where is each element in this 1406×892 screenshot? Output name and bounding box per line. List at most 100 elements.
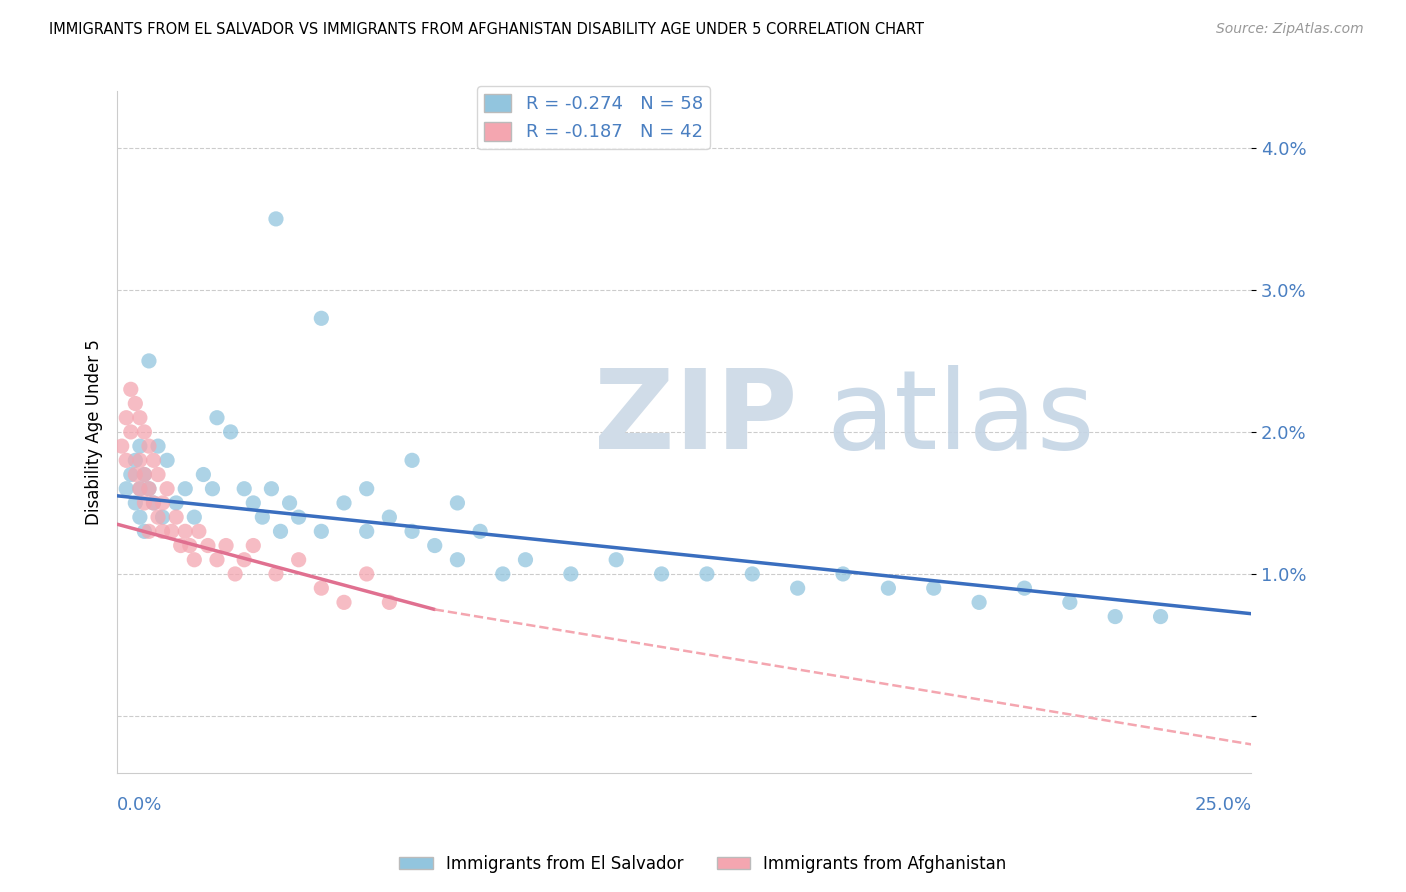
- Point: [233, 482, 256, 496]
- Point: [356, 482, 378, 496]
- Text: 0.0%: 0.0%: [117, 797, 163, 814]
- Point: [152, 510, 174, 524]
- Point: [877, 581, 900, 595]
- Point: [179, 539, 201, 553]
- Point: [134, 496, 156, 510]
- Point: [492, 566, 515, 581]
- Point: [1104, 609, 1126, 624]
- Point: [165, 510, 187, 524]
- Text: atlas: atlas: [825, 365, 1094, 472]
- Point: [120, 382, 142, 396]
- Point: [205, 553, 228, 567]
- Point: [128, 439, 150, 453]
- Point: [115, 453, 138, 467]
- Point: [270, 524, 292, 539]
- Point: [146, 439, 169, 453]
- Point: [741, 566, 763, 581]
- Point: [174, 524, 197, 539]
- Point: [224, 566, 246, 581]
- Point: [120, 467, 142, 482]
- Point: [287, 510, 309, 524]
- Point: [311, 311, 333, 326]
- Point: [138, 482, 160, 496]
- Text: Source: ZipAtlas.com: Source: ZipAtlas.com: [1216, 22, 1364, 37]
- Point: [156, 482, 179, 496]
- Point: [115, 410, 138, 425]
- Point: [134, 467, 156, 482]
- Point: [560, 566, 582, 581]
- Point: [138, 439, 160, 453]
- Point: [142, 496, 165, 510]
- Text: ZIP: ZIP: [593, 365, 797, 472]
- Point: [605, 553, 627, 567]
- Point: [197, 539, 219, 553]
- Point: [401, 453, 423, 467]
- Point: [165, 496, 187, 510]
- Point: [124, 467, 146, 482]
- Point: [832, 566, 855, 581]
- Point: [128, 482, 150, 496]
- Y-axis label: Disability Age Under 5: Disability Age Under 5: [86, 339, 103, 524]
- Legend: Immigrants from El Salvador, Immigrants from Afghanistan: Immigrants from El Salvador, Immigrants …: [392, 848, 1014, 880]
- Point: [120, 425, 142, 439]
- Point: [446, 553, 468, 567]
- Point: [922, 581, 945, 595]
- Point: [142, 496, 165, 510]
- Point: [378, 510, 401, 524]
- Point: [205, 410, 228, 425]
- Point: [124, 453, 146, 467]
- Point: [356, 524, 378, 539]
- Text: IMMIGRANTS FROM EL SALVADOR VS IMMIGRANTS FROM AFGHANISTAN DISABILITY AGE UNDER : IMMIGRANTS FROM EL SALVADOR VS IMMIGRANT…: [49, 22, 924, 37]
- Point: [146, 510, 169, 524]
- Point: [128, 482, 150, 496]
- Point: [193, 467, 215, 482]
- Point: [156, 453, 179, 467]
- Point: [242, 496, 264, 510]
- Point: [146, 467, 169, 482]
- Point: [333, 496, 356, 510]
- Point: [160, 524, 183, 539]
- Point: [183, 553, 205, 567]
- Point: [401, 524, 423, 539]
- Point: [215, 539, 238, 553]
- Point: [356, 566, 378, 581]
- Point: [333, 595, 356, 609]
- Point: [1014, 581, 1036, 595]
- Point: [311, 524, 333, 539]
- Point: [1059, 595, 1081, 609]
- Legend: R = -0.274   N = 58, R = -0.187   N = 42: R = -0.274 N = 58, R = -0.187 N = 42: [477, 87, 710, 149]
- Point: [278, 496, 301, 510]
- Point: [967, 595, 990, 609]
- Point: [138, 482, 160, 496]
- Point: [1149, 609, 1171, 624]
- Point: [219, 425, 242, 439]
- Point: [128, 410, 150, 425]
- Point: [124, 496, 146, 510]
- Point: [446, 496, 468, 510]
- Point: [183, 510, 205, 524]
- Point: [233, 553, 256, 567]
- Point: [187, 524, 209, 539]
- Point: [134, 524, 156, 539]
- Point: [515, 553, 537, 567]
- Point: [287, 553, 309, 567]
- Point: [696, 566, 718, 581]
- Point: [264, 566, 287, 581]
- Point: [468, 524, 491, 539]
- Point: [252, 510, 274, 524]
- Point: [134, 467, 156, 482]
- Point: [786, 581, 808, 595]
- Point: [242, 539, 264, 553]
- Point: [170, 539, 193, 553]
- Point: [174, 482, 197, 496]
- Point: [111, 439, 134, 453]
- Point: [142, 453, 165, 467]
- Point: [651, 566, 673, 581]
- Point: [201, 482, 224, 496]
- Point: [264, 211, 287, 226]
- Point: [260, 482, 283, 496]
- Point: [128, 510, 150, 524]
- Point: [152, 496, 174, 510]
- Point: [378, 595, 401, 609]
- Point: [128, 453, 150, 467]
